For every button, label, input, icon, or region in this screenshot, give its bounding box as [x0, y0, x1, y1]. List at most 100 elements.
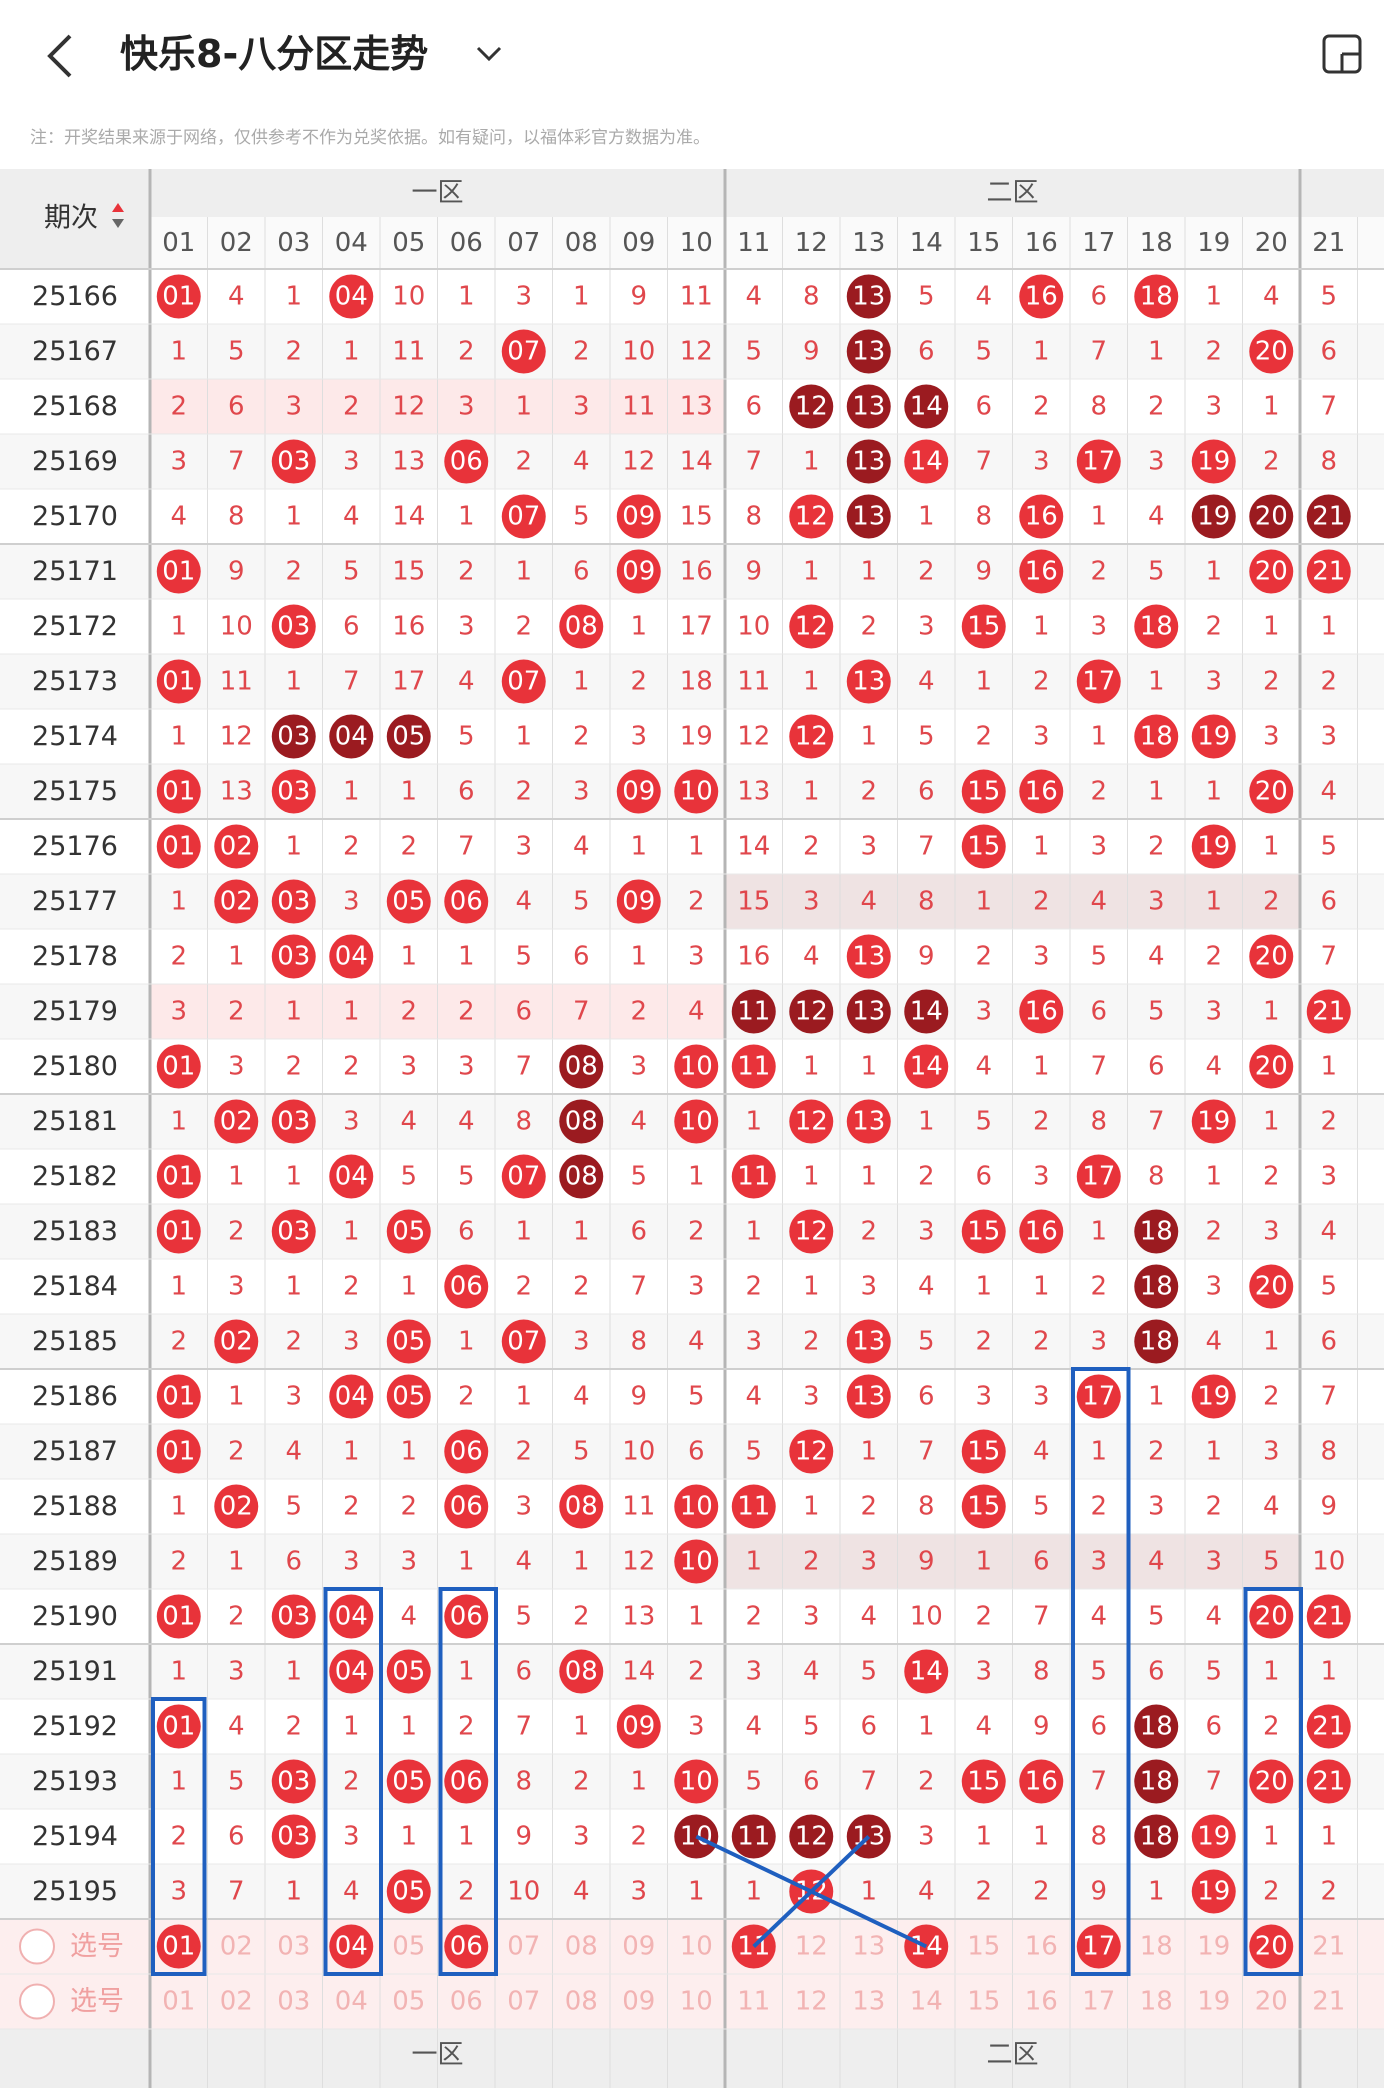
miss-count: 7: [1205, 1767, 1222, 1797]
hit-ball: [1249, 934, 1294, 979]
miss-count: 1: [343, 1217, 360, 1247]
hit-number: 06: [450, 1272, 483, 1302]
hit-ball: [674, 1539, 719, 1584]
miss-count: 1: [458, 282, 475, 312]
miss-count: 7: [918, 1437, 935, 1467]
period: 25186: [32, 1381, 118, 1412]
back-button[interactable]: [47, 34, 72, 78]
hit-number: 21: [1312, 1602, 1345, 1632]
miss-count: 2: [1205, 1217, 1222, 1247]
miss-count: 6: [228, 392, 245, 422]
hit-number: 03: [277, 1217, 310, 1247]
miss-count: 2: [285, 1712, 302, 1742]
period: 25167: [32, 336, 118, 367]
miss-count: 1: [228, 1382, 245, 1412]
miss-count: 3: [573, 777, 590, 807]
miss-count: 2: [1263, 1877, 1280, 1907]
miss-count: 3: [745, 1327, 762, 1357]
miss-count: 1: [400, 942, 417, 972]
hit-number: 20: [1255, 557, 1288, 587]
select-radio[interactable]: [19, 1983, 55, 2020]
hit-number: 07: [507, 1327, 540, 1357]
hit-number: 10: [680, 1492, 713, 1522]
miss-count: 02: [220, 1932, 253, 1962]
hit-number: 01: [162, 282, 195, 312]
hit-ball: [1076, 1154, 1121, 1199]
miss-count: 1: [458, 1327, 475, 1357]
miss-count: 2: [458, 1382, 475, 1412]
miss-count: 5: [515, 1602, 532, 1632]
miss-count: 4: [285, 1437, 302, 1467]
miss-count: 3: [745, 1657, 762, 1687]
miss-count: 1: [1205, 557, 1222, 587]
hit-number: 01: [162, 777, 195, 807]
hit-number: 13: [852, 942, 885, 972]
miss-count: 6: [860, 1712, 877, 1742]
miss-count: 9: [975, 557, 992, 587]
miss-count: 7: [1320, 942, 1337, 972]
hit-number: 19: [1197, 1107, 1230, 1137]
annotation-box: [151, 1697, 207, 1976]
hit-number: 12: [795, 502, 828, 532]
miss-count: 1: [343, 337, 360, 367]
hit-number: 11: [737, 1052, 770, 1082]
hit-number: 17: [1082, 447, 1115, 477]
hit-ball: [1019, 989, 1064, 1034]
zone-label: 一区: [411, 2040, 463, 2070]
miss-count: 4: [573, 832, 590, 862]
hit-number: 01: [162, 1162, 195, 1192]
hit-ball: [789, 1099, 834, 1144]
miss-count: 1: [170, 1767, 187, 1797]
column-number: 08: [565, 228, 598, 258]
miss-count: 2: [975, 942, 992, 972]
miss-count: 2: [975, 722, 992, 752]
column-number: 16: [1025, 228, 1058, 258]
miss-count: 9: [918, 942, 935, 972]
select-radio[interactable]: [19, 1928, 55, 1965]
miss-count: 2: [688, 887, 705, 917]
miss-count: 5: [1320, 832, 1337, 862]
miss-count: 1: [803, 1052, 820, 1082]
hit-number: 08: [565, 1657, 598, 1687]
miss-count: 3: [343, 447, 360, 477]
miss-count: 1: [1263, 1822, 1280, 1852]
miss-count: 1: [1263, 1657, 1280, 1687]
miss-count: 10: [622, 337, 655, 367]
hit-number: 15: [967, 832, 1000, 862]
dropdown-toggle[interactable]: [476, 46, 502, 62]
hit-ball: [1191, 824, 1236, 869]
miss-count: 4: [400, 1602, 417, 1632]
hit-number: 06: [450, 1767, 483, 1797]
layout-icon[interactable]: [1322, 34, 1362, 74]
miss-count: 4: [688, 1327, 705, 1357]
hit-ball: [961, 1429, 1006, 1474]
hit-number: 08: [565, 1492, 598, 1522]
miss-count: 2: [630, 667, 647, 697]
column-number: 10: [680, 228, 713, 258]
miss-count: 8: [803, 282, 820, 312]
miss-count: 4: [1090, 1602, 1107, 1632]
miss-count: 1: [1148, 337, 1165, 367]
hit-number: 05: [392, 1327, 425, 1357]
hit-number: 05: [392, 1767, 425, 1797]
hit-ball: [1019, 494, 1064, 539]
miss-count: 12: [795, 1932, 828, 1962]
hit-ball: [961, 1759, 1006, 1804]
miss-count: 1: [975, 667, 992, 697]
hit-ball: [1306, 549, 1351, 594]
miss-count: 2: [228, 1602, 245, 1632]
miss-count: 2: [515, 1272, 532, 1302]
miss-count: 2: [515, 447, 532, 477]
hit-ball: [444, 879, 489, 924]
miss-count: 2: [1033, 667, 1050, 697]
miss-count: 3: [1263, 722, 1280, 752]
miss-count: 10: [680, 1987, 713, 2017]
hit-number: 06: [450, 1932, 483, 1962]
miss-count: 2: [1090, 557, 1107, 587]
miss-count: 4: [573, 1877, 590, 1907]
miss-count: 12: [680, 337, 713, 367]
miss-count: 6: [1090, 1712, 1107, 1742]
miss-count: 1: [458, 1547, 475, 1577]
column-number: 21: [1312, 228, 1345, 258]
